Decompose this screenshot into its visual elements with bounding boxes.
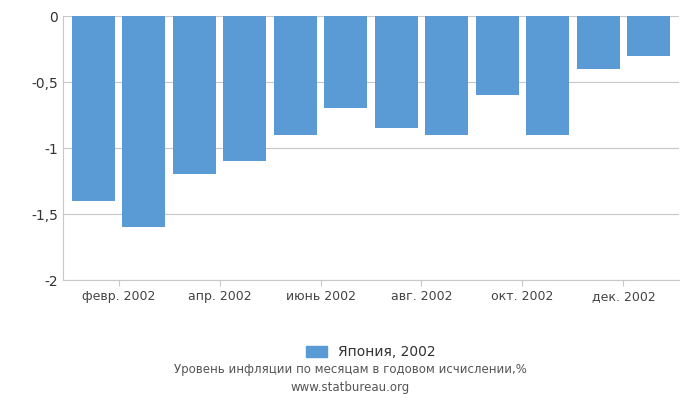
Bar xyxy=(374,16,418,128)
Bar xyxy=(223,16,266,161)
Legend: Япония, 2002: Япония, 2002 xyxy=(301,340,441,365)
Bar xyxy=(476,16,519,95)
Bar xyxy=(627,16,670,56)
Bar xyxy=(173,16,216,174)
Bar xyxy=(426,16,468,135)
Bar xyxy=(324,16,368,108)
Bar xyxy=(122,16,165,227)
Text: www.statbureau.org: www.statbureau.org xyxy=(290,382,410,394)
Text: Уровень инфляции по месяцам в годовом исчислении,%: Уровень инфляции по месяцам в годовом ис… xyxy=(174,364,526,376)
Bar xyxy=(577,16,620,69)
Bar xyxy=(72,16,115,201)
Bar xyxy=(526,16,569,135)
Bar xyxy=(274,16,316,135)
